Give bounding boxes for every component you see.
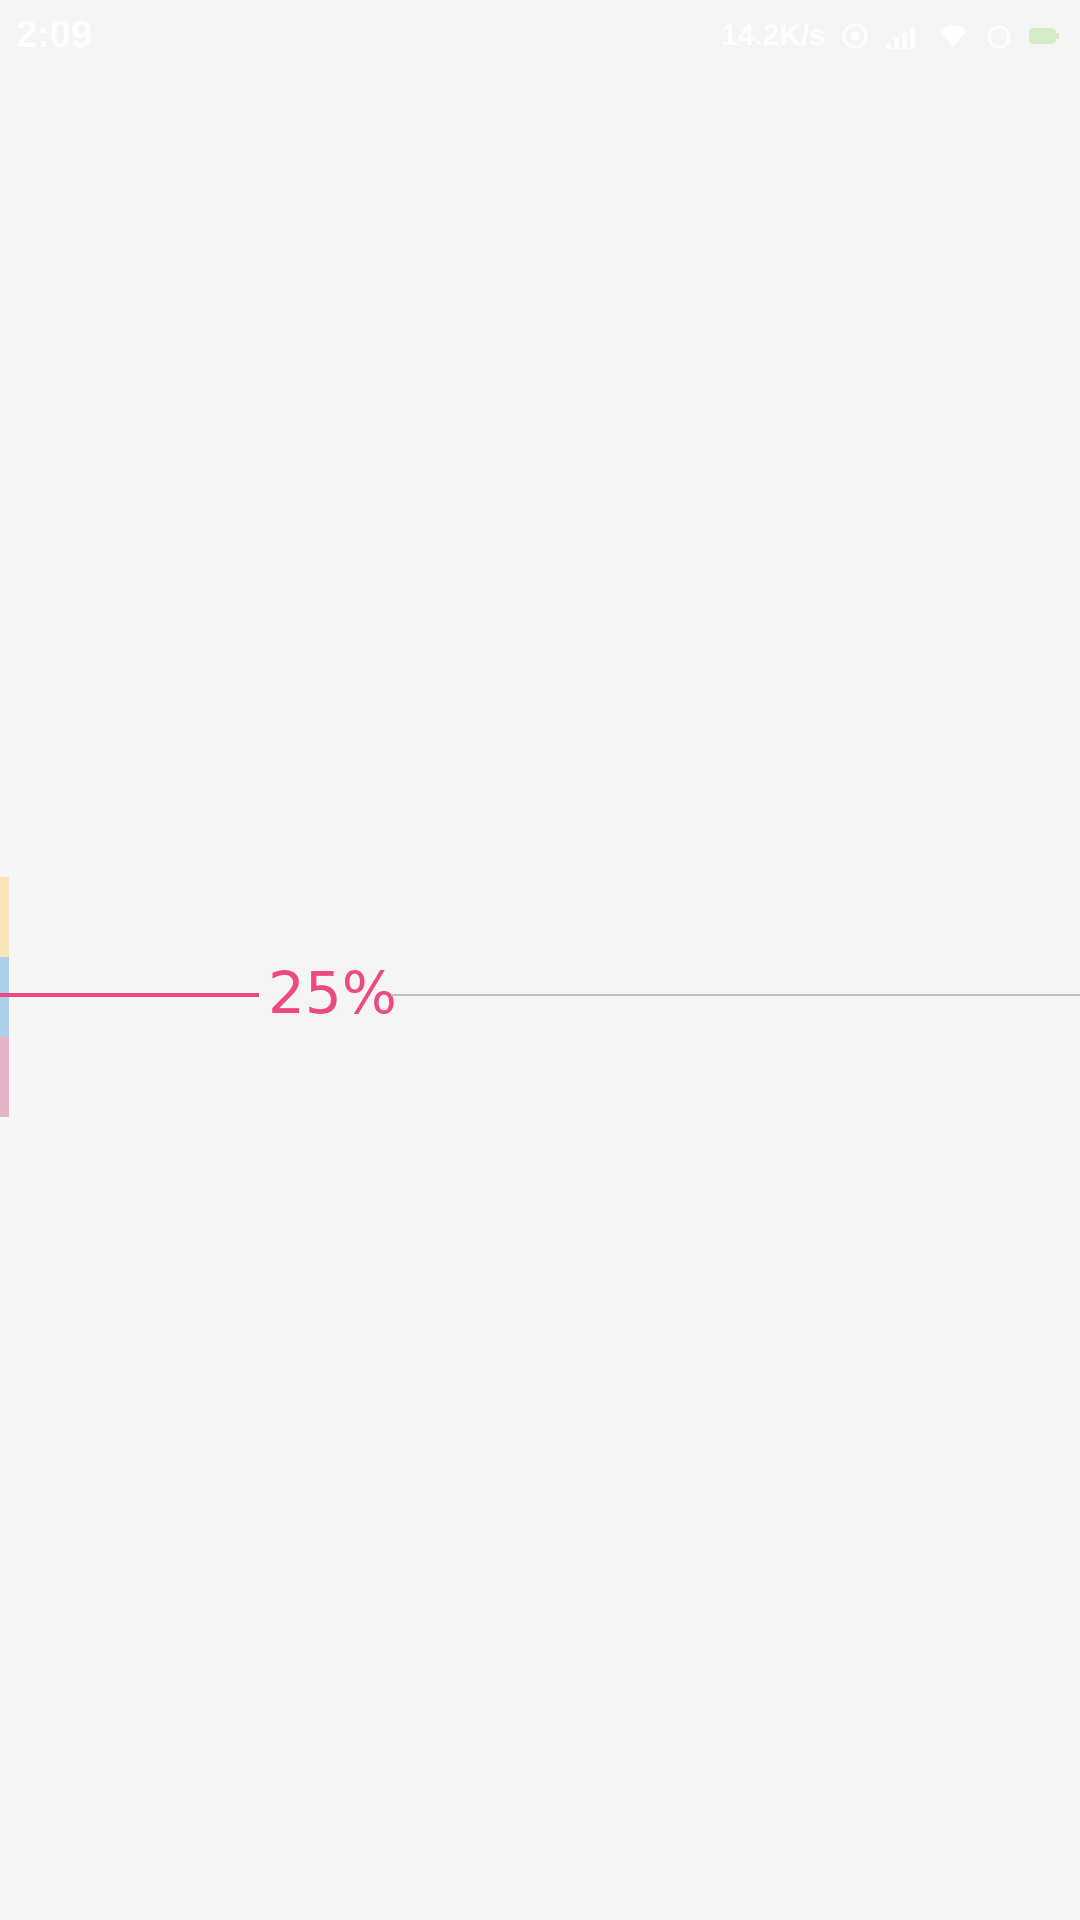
progress-bar-filled [0,993,259,997]
progress-bar-track [391,994,1080,996]
wifi-icon [936,21,970,51]
network-speed: 14.2K/s [720,19,826,52]
alarm-icon [984,21,1014,51]
data-saver-icon [840,21,870,51]
status-bar: 2:09 14.2K/s [0,0,1080,72]
progress-strip-top [0,877,9,957]
progress-strip-bottom [0,1037,9,1117]
status-icons: 14.2K/s [721,16,1060,56]
progress-strip-middle [0,957,9,1037]
status-time: 2:09 [16,14,93,56]
battery-icon [1028,25,1060,47]
progress-percentage: 25% [268,959,397,1027]
signal-icon [884,21,922,51]
